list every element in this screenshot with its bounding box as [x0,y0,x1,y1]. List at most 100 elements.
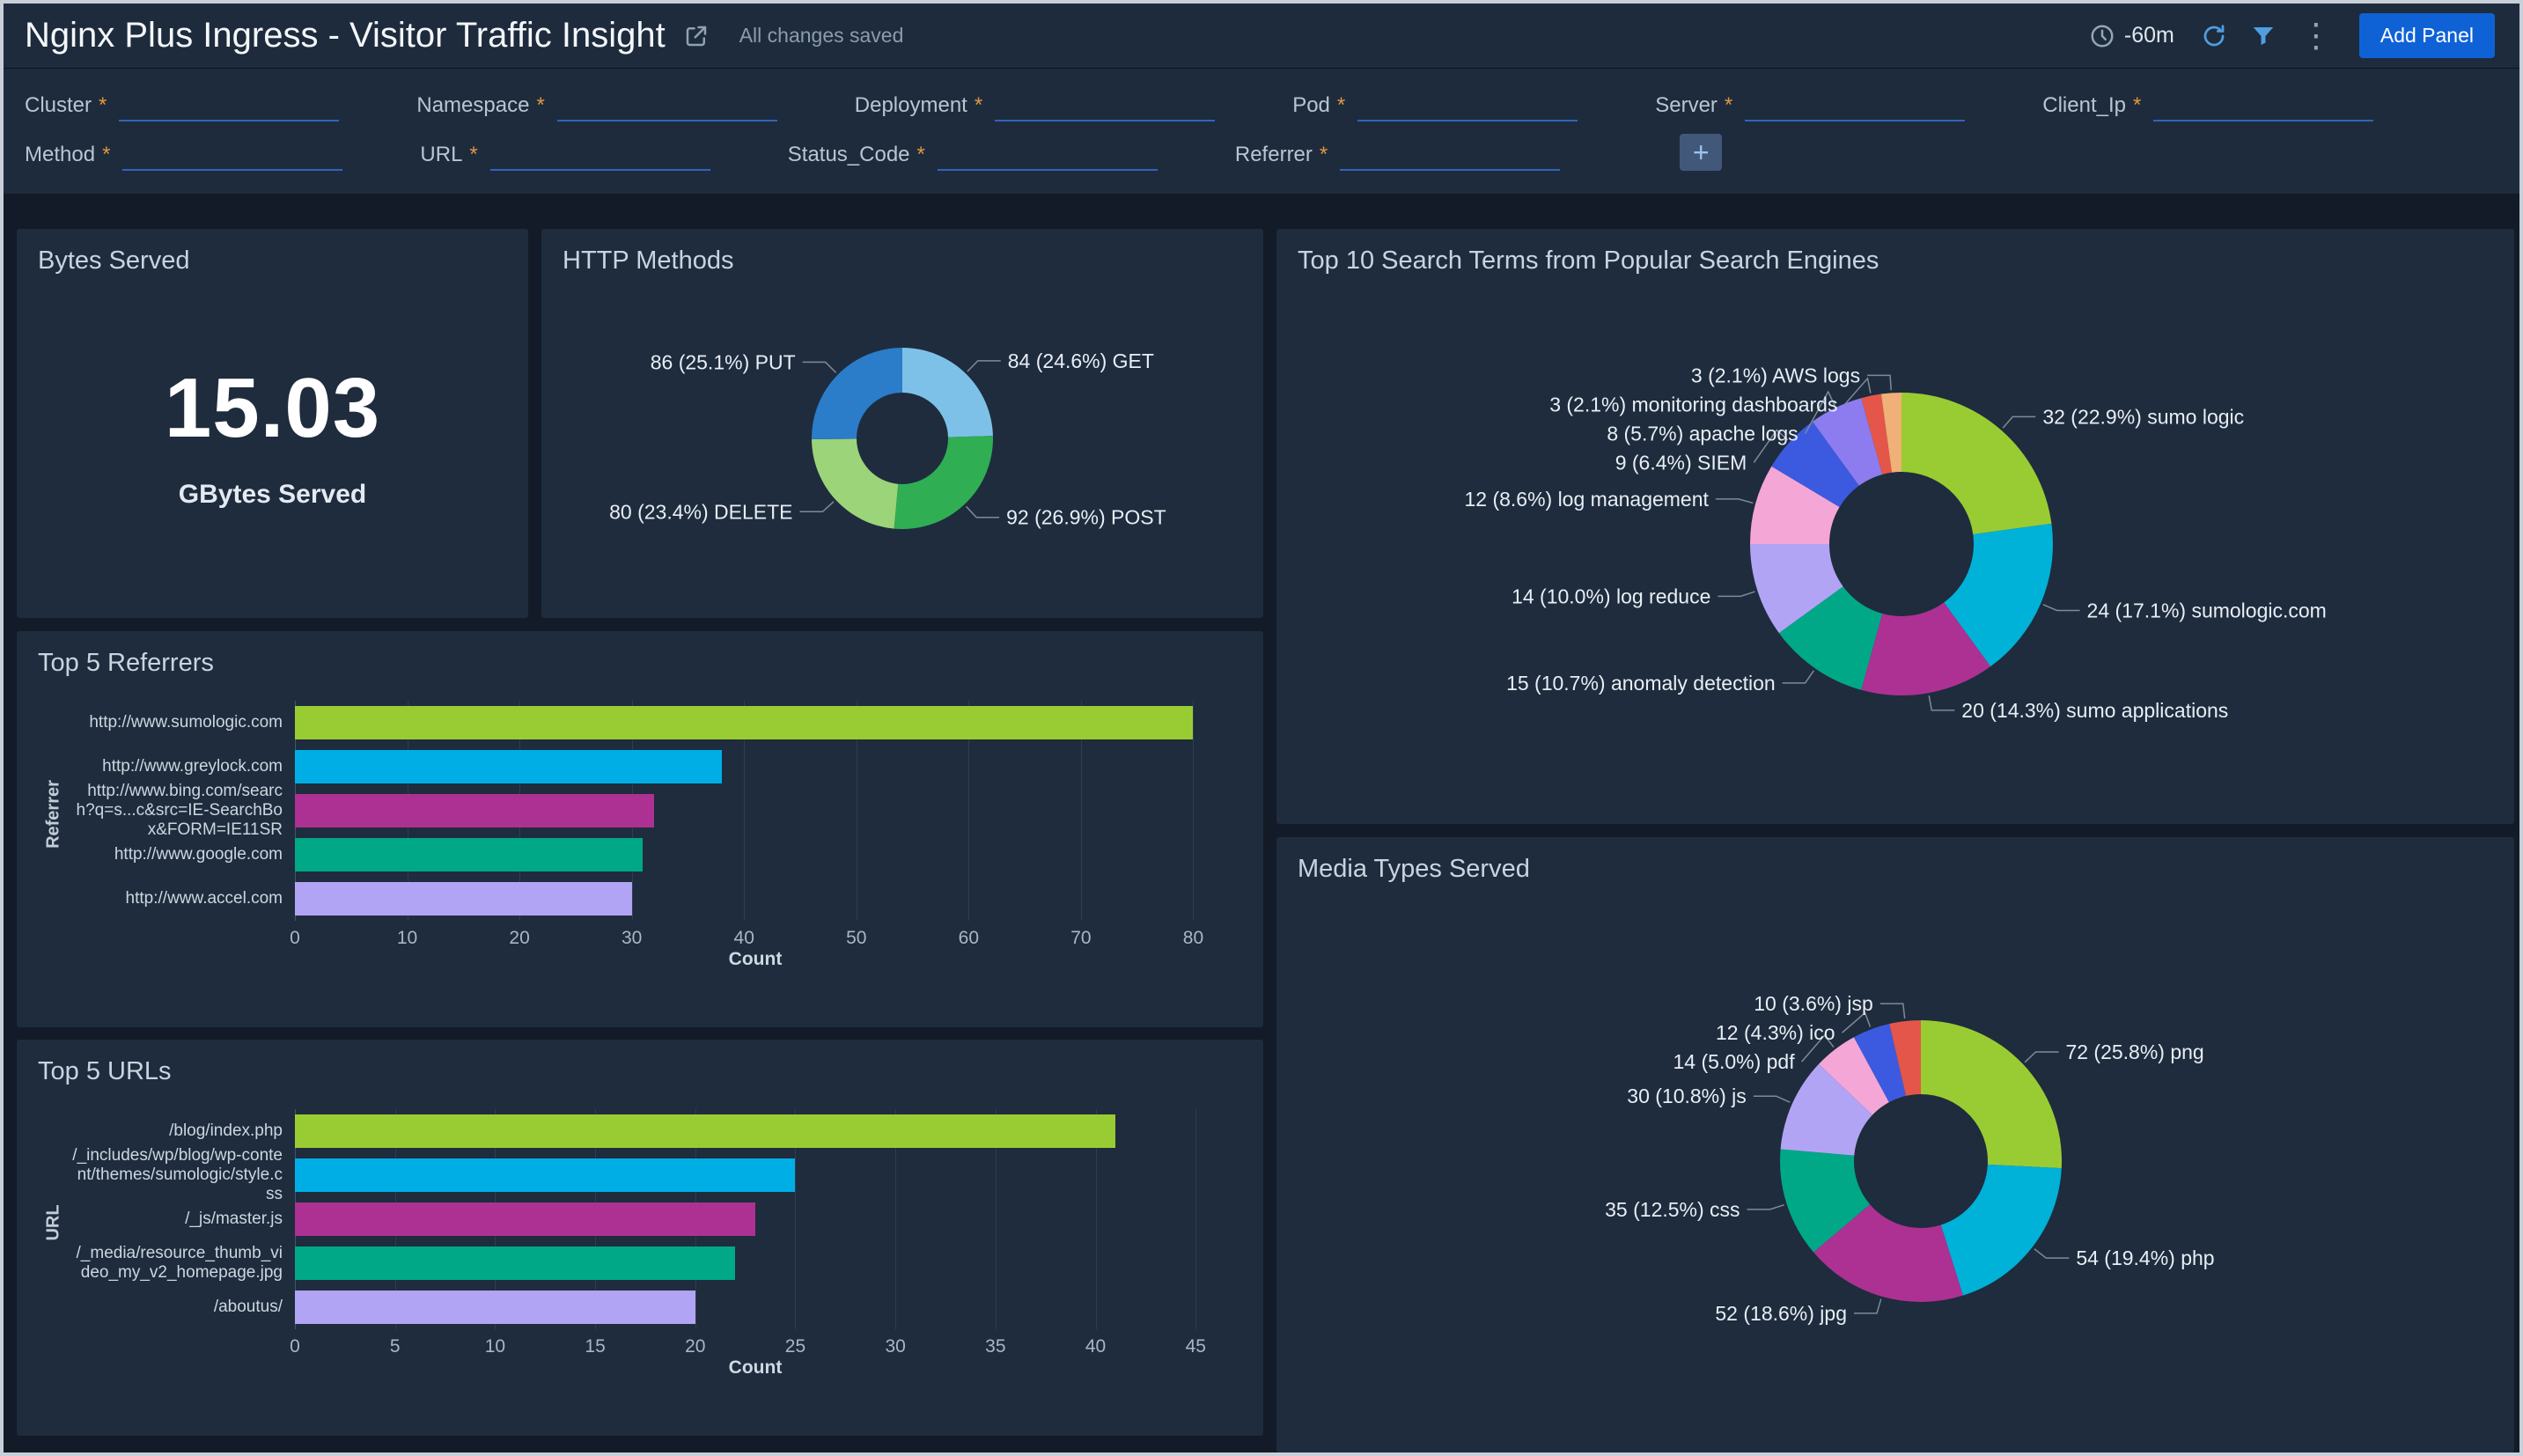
donut-slice-label: 32 (22.9%) sumo logic [2042,405,2244,428]
slice-log-management[interactable] [1750,466,1840,544]
referrers-bar-chart: Referrer http://www.sumologic.com http://… [38,701,1242,970]
slice-monitoring-dashboards[interactable] [1861,393,1892,474]
slice-anomaly-detection[interactable] [1778,586,1883,690]
panel-title: Top 5 URLs [38,1057,172,1085]
bar-aboutus[interactable] [295,1291,695,1324]
slice-get[interactable] [902,348,993,438]
bar-row [295,1197,1216,1241]
panel-http-methods: HTTP Methods 84 (24.6%) GET 92 (26.9%) PO… [541,229,1263,618]
x-tick-label: 60 [958,928,980,948]
x-tick-label: 25 [784,1336,806,1357]
save-status: All changes saved [739,24,904,47]
bar-http-www-sumologic-com[interactable] [295,706,1194,739]
bar-http-www-accel-com[interactable] [295,882,632,916]
filter-input-url[interactable] [489,141,710,171]
bar-category-label: /blog/index.php [169,1121,283,1141]
x-axis-label: Count [728,949,783,969]
x-tick-label: 0 [290,928,300,948]
bar-http-www-google-com[interactable] [295,838,644,871]
donut-label-line [2024,1051,2059,1063]
filter-icon[interactable] [2250,23,2277,49]
slice-put[interactable] [812,348,902,439]
donut-slice-label: 15 (10.7%) anomaly detection [1506,672,1776,695]
x-axis-ticks: 0 10 20 30 40 50 60 70 80 [290,921,1216,949]
time-range-button[interactable]: -60m [2089,23,2174,49]
bar-category-label: http://www.sumologic.com [89,713,283,732]
donut-label-line [1715,498,1754,504]
slice-js[interactable] [1780,1063,1872,1156]
filter-input-client-ip[interactable] [2153,92,2374,121]
slice-jpg[interactable] [1813,1204,1963,1302]
slice-delete[interactable] [812,438,899,529]
slice-post[interactable] [894,436,993,529]
big-number-wrap: 15.03 GBytes Served [38,276,507,594]
filter-method: Method * [25,141,343,171]
plot-column: 0 5 10 15 20 25 30 35 40 45 Count [290,1109,1242,1379]
required-marker: * [536,93,545,117]
bar-media-resource-thumb-video-my-v2-homepag[interactable] [295,1246,736,1280]
filter-server: Server * [1655,92,1966,121]
bar-http-www-greylock-com[interactable] [295,750,722,783]
slice-png[interactable] [1921,1020,2062,1169]
slice-css[interactable] [1780,1149,1871,1253]
donut-slice-label: 30 (10.8%) js [1627,1085,1747,1107]
donut-slice-label: 54 (19.4%) php [2076,1246,2214,1269]
gridline [1080,701,1082,921]
slice-pdf[interactable] [1819,1037,1889,1115]
donut-slice-label: 72 (25.8%) png [2065,1041,2203,1063]
y-axis-label: URL [43,1203,63,1241]
filter-input-pod[interactable] [1357,92,1578,121]
slice-sumologic-com[interactable] [1944,523,2053,667]
panel-title: Media Types Served [1298,855,1530,883]
filter-label: Namespace [416,93,530,117]
bar-category-label: /_includes/wp/blog/wp-content/themes/sum… [72,1146,283,1203]
gridline [1193,701,1195,921]
filter-input-namespace[interactable] [556,92,777,121]
filter-client-ip: Client_Ip * [2042,92,2374,121]
donut-label-line [1801,1033,1835,1063]
filter-input-method[interactable] [122,141,343,171]
donut-slice-label: 84 (24.6%) GET [1008,349,1154,372]
donut-slice-label: 9 (6.4%) SIEM [1615,451,1747,474]
filter-input-deployment[interactable] [995,92,1216,121]
required-marker: * [469,143,478,166]
donut-label-line [965,505,1000,518]
add-panel-button[interactable]: Add Panel [2358,13,2495,58]
bar-includes-wp-blog-wp-content-themes-sumol[interactable] [295,1158,796,1192]
gridline [1095,1109,1097,1329]
filter-input-referrer[interactable] [1340,141,1561,171]
y-axis-categories: http://www.sumologic.com http://www.greyl… [70,701,295,970]
filter-input-server[interactable] [1745,92,1966,121]
bar-http-www-bing-com-search-q-s-c-src-ie-se[interactable] [295,794,655,827]
slice-php[interactable] [1940,1164,2062,1296]
slice-ico[interactable] [1853,1024,1907,1103]
slice-jsp[interactable] [1889,1020,1921,1096]
share-icon[interactable] [683,23,710,49]
x-tick-label: 70 [1070,928,1092,948]
slice-siem[interactable] [1771,421,1859,507]
filter-label: URL [420,143,463,166]
kebab-menu-icon[interactable]: ⋮ [2299,17,2333,55]
bar-row [295,877,1216,921]
filter-input-cluster[interactable] [119,92,340,121]
add-filter-button[interactable]: + [1680,134,1723,171]
donut-slice-label: 3 (2.1%) monitoring dashboards [1549,393,1837,415]
x-tick-label: 45 [1185,1336,1206,1357]
bar-blog-index-php[interactable] [295,1114,1116,1148]
bar-js-master-js[interactable] [295,1202,755,1236]
x-tick-label: 15 [585,1336,606,1357]
slice-sumo-applications[interactable] [1861,602,1991,695]
filter-input-status-code[interactable] [937,141,1158,171]
refresh-icon[interactable] [2201,23,2227,49]
filter-label: Client_Ip [2042,93,2126,117]
slice-log-reduce[interactable] [1750,544,1843,634]
x-tick-label: 80 [1182,928,1204,948]
slice-apache-logs[interactable] [1812,398,1883,486]
time-range-value: -60m [2123,23,2174,48]
x-tick-label: 40 [733,928,754,948]
donut-slice-label: 10 (3.6%) jsp [1754,992,1873,1015]
filter-label: Referrer [1234,143,1313,166]
slice-aws-logs[interactable] [1880,393,1901,473]
x-tick-label: 5 [389,1336,401,1357]
slice-sumo-logic[interactable] [1901,393,2052,534]
